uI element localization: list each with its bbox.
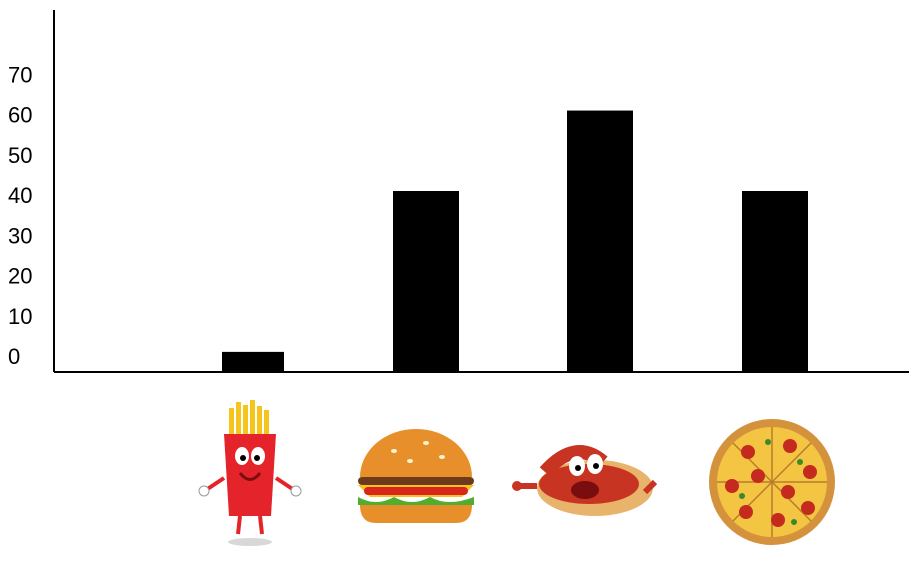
y-tick-label: 60 bbox=[8, 103, 32, 128]
y-tick-label: 20 bbox=[8, 264, 32, 289]
y-tick-label: 50 bbox=[8, 143, 32, 168]
y-tick-label: 0 bbox=[8, 344, 20, 369]
bar-burger bbox=[393, 191, 459, 372]
y-tick-label: 10 bbox=[8, 304, 32, 329]
pizza-icon bbox=[709, 419, 835, 545]
bar-fries bbox=[222, 351, 284, 372]
hot-dog-icon bbox=[512, 445, 658, 516]
burger-icon bbox=[358, 429, 474, 523]
fries-icon bbox=[198, 400, 302, 546]
y-axis-tick-labels: 0 10 20 30 40 50 60 70 bbox=[8, 62, 32, 369]
bars bbox=[222, 110, 808, 373]
bar-hot-dog bbox=[567, 110, 633, 373]
y-tick-label: 30 bbox=[8, 223, 32, 248]
bar-pizza bbox=[742, 191, 808, 372]
y-tick-label: 70 bbox=[8, 62, 32, 87]
y-tick-label: 40 bbox=[8, 183, 32, 208]
